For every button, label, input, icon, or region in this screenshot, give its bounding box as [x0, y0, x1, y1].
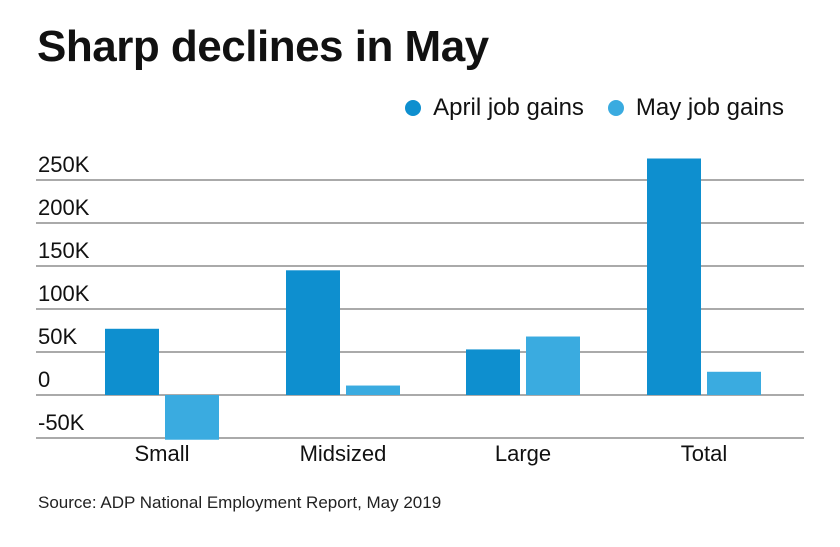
legend-may-label: May job gains [635, 94, 784, 121]
legend-may-swatch [607, 100, 624, 116]
bar-may-total [707, 371, 761, 395]
chart-title: Sharp declines in May [37, 22, 489, 71]
y-tick-label: 200K [38, 195, 90, 220]
x-tick-label: Large [495, 441, 551, 466]
y-tick-label: -50K [38, 410, 85, 435]
legend: April job gains May job gains [381, 94, 784, 122]
source-note: Source: ADP National Employment Report, … [38, 493, 442, 512]
bar-april-total [647, 158, 701, 395]
x-tick-label: Small [134, 441, 189, 466]
x-tick-label: Midsized [300, 441, 387, 466]
y-tick-label: 250K [38, 152, 90, 177]
bar-april-midsized [286, 270, 340, 395]
bar-april-large [466, 349, 520, 395]
bar-may-midsized [346, 385, 400, 395]
y-tick-label: 150K [38, 238, 90, 263]
y-tick-label: 100K [38, 281, 90, 306]
legend-april-swatch [405, 100, 422, 116]
legend-april-label: April job gains [433, 94, 584, 121]
legend-item-may: May job gains [607, 94, 784, 122]
bar-may-small [165, 395, 219, 440]
bar-april-small [105, 328, 159, 395]
y-tick-label: 50K [38, 324, 77, 349]
bar-may-large [526, 336, 580, 395]
x-tick-label: Total [681, 441, 727, 466]
legend-item-april: April job gains [405, 94, 584, 122]
y-tick-label: 0 [38, 367, 50, 392]
